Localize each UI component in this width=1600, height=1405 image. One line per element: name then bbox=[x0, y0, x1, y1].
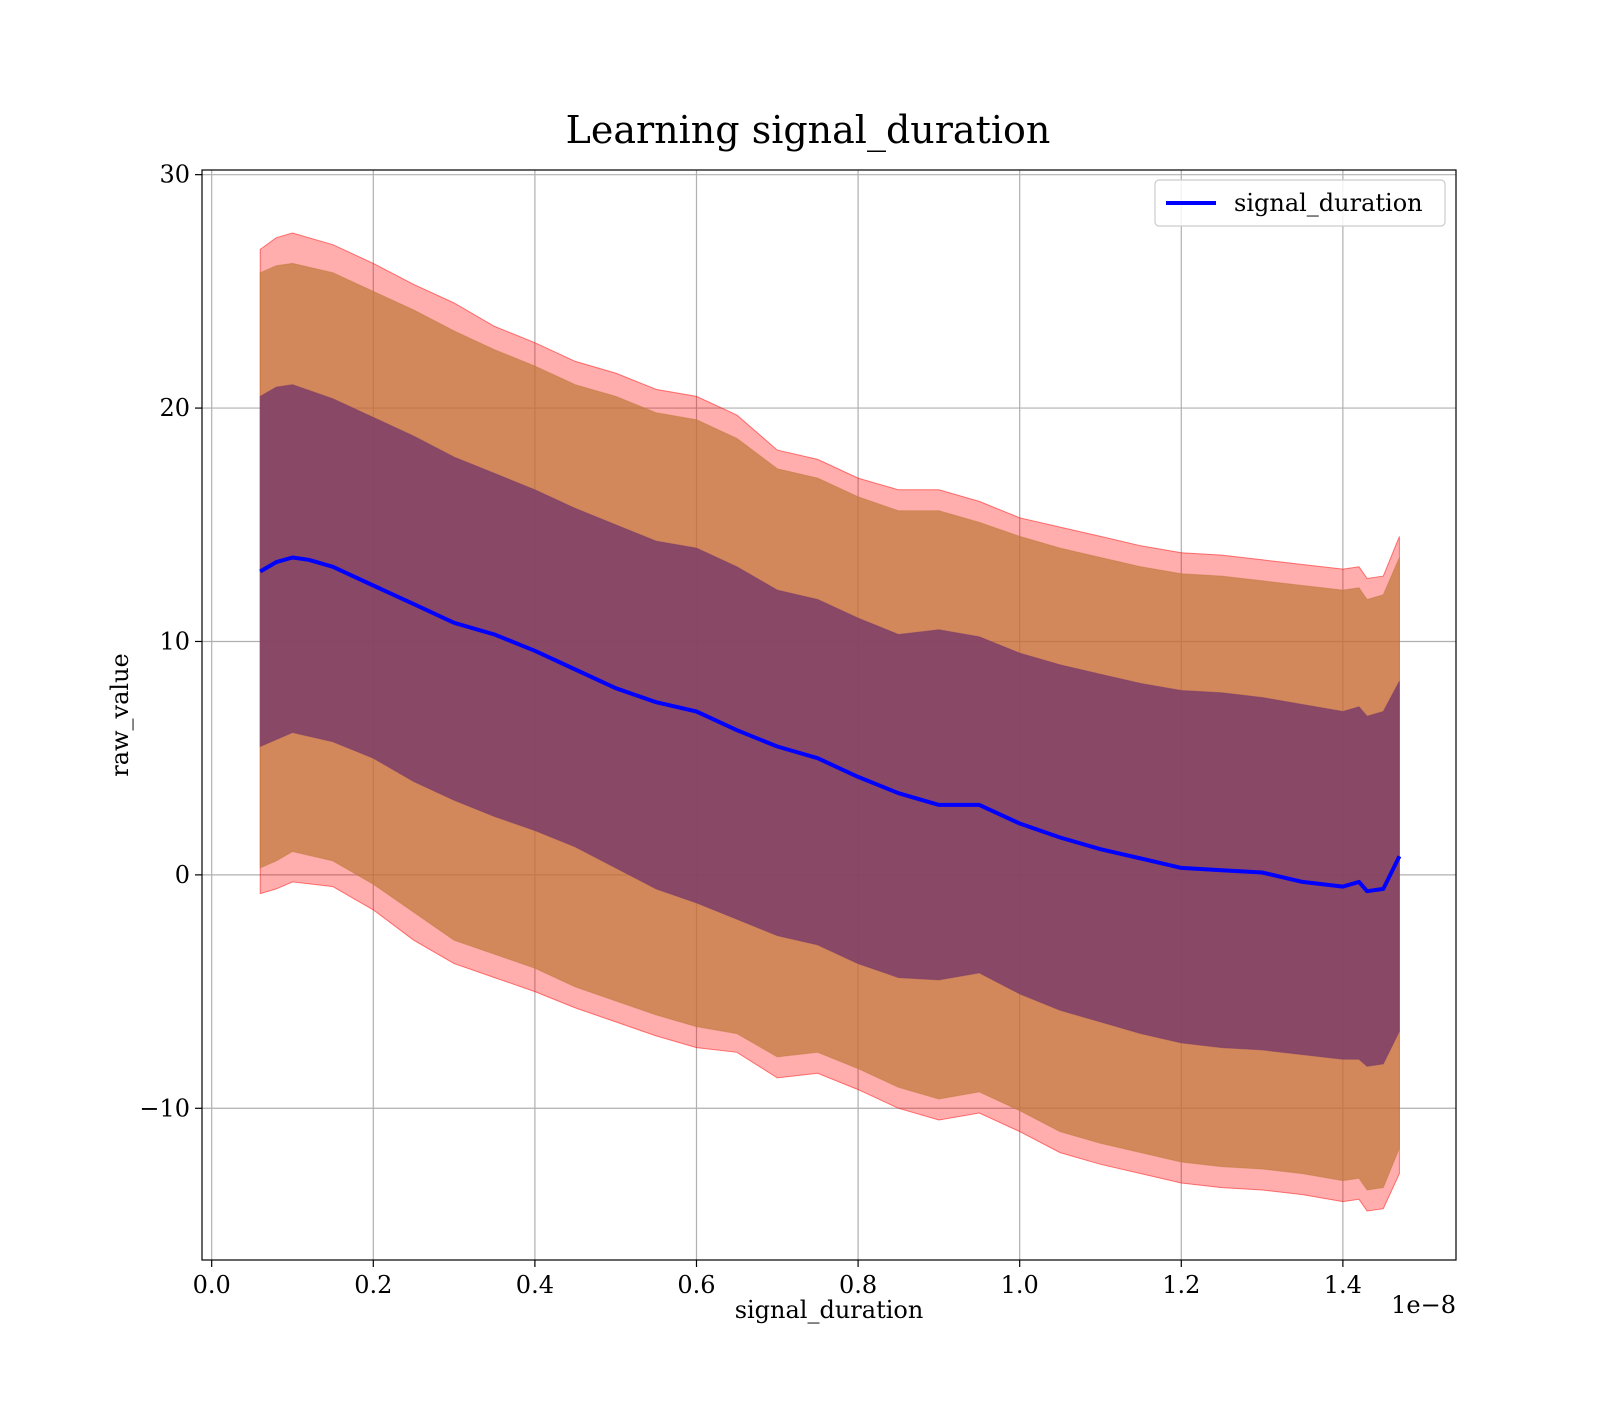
y-tick-label-0: −10 bbox=[139, 1094, 190, 1122]
legend-box bbox=[1154, 179, 1446, 227]
x-tick-label-7: 1.4 bbox=[1324, 1271, 1362, 1299]
series-lines bbox=[259, 555, 1402, 894]
y-tick-label-4: 30 bbox=[159, 161, 190, 189]
x-axis-label: signal_duration bbox=[735, 1296, 924, 1324]
x-tick-label-0: 0.0 bbox=[193, 1271, 231, 1299]
confidence-bands bbox=[259, 232, 1400, 1212]
legend-entry-label: signal_duration bbox=[1234, 189, 1423, 217]
band-inner bbox=[259, 384, 1400, 1067]
y-tick-label-1: 0 bbox=[175, 861, 190, 889]
x-axis-offset-text: 1e−8 bbox=[1391, 1291, 1456, 1319]
chart-title: Learning signal_duration bbox=[566, 108, 1051, 153]
y-tick-label-2: 10 bbox=[159, 627, 190, 655]
plot-frame bbox=[201, 169, 1457, 1261]
y-axis-label: raw_value bbox=[106, 653, 134, 777]
legend: signal_duration bbox=[1154, 179, 1446, 227]
x-axis-ticks: 0.0 0.2 0.4 0.6 0.8 1.0 1.2 1.4 bbox=[193, 1260, 1362, 1299]
x-tick-label-1: 0.2 bbox=[354, 1271, 392, 1299]
x-tick-label-3: 0.6 bbox=[677, 1271, 715, 1299]
y-tick-label-3: 20 bbox=[159, 394, 190, 422]
x-tick-label-2: 0.4 bbox=[516, 1271, 554, 1299]
y-axis-ticks: −10 0 10 20 30 bbox=[139, 161, 202, 1122]
x-tick-label-5: 1.0 bbox=[1001, 1271, 1039, 1299]
series-line-0 bbox=[259, 555, 1402, 894]
x-tick-label-4: 0.8 bbox=[839, 1271, 877, 1299]
x-tick-label-6: 1.2 bbox=[1162, 1271, 1200, 1299]
